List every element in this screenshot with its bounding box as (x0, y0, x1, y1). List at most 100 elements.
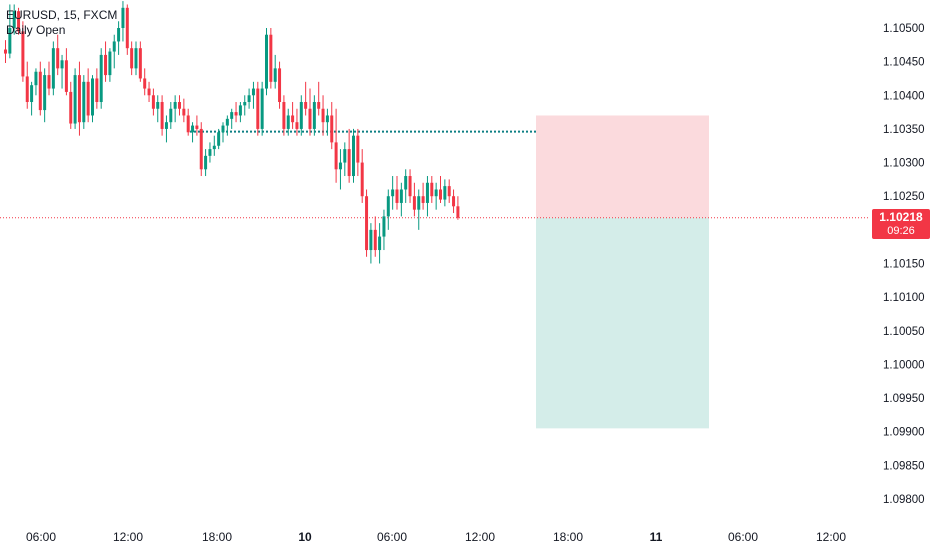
candle-body (278, 68, 282, 103)
symbol-title[interactable]: EURUSD, 15, FXCM (6, 8, 118, 22)
candle-body (251, 88, 255, 96)
candle-body (125, 7, 129, 49)
time-tick-label: 06:00 (377, 530, 407, 544)
candle-body (8, 28, 12, 54)
price-tick-label: 1.10250 (883, 191, 925, 203)
take-profit-zone[interactable] (536, 217, 709, 429)
candle-body (295, 122, 299, 129)
candle-body (373, 229, 377, 251)
candle-body (95, 78, 99, 103)
candle-body (265, 34, 268, 89)
candle-body (439, 189, 442, 200)
candle-body (73, 75, 77, 124)
candle-body (425, 182, 429, 203)
candle-body (43, 75, 47, 111)
candle-body (30, 85, 34, 103)
candle-body (238, 105, 242, 116)
price-tick-label: 1.09950 (883, 393, 925, 405)
candles-group (4, 1, 460, 264)
candle-body (178, 102, 181, 109)
candle-body (343, 149, 347, 163)
candle-body (299, 102, 303, 129)
candle-body (308, 108, 312, 129)
price-tick-label: 1.10000 (883, 359, 925, 371)
candle-body (269, 34, 273, 82)
candle-body (347, 149, 351, 177)
candle-body (147, 88, 151, 96)
candle-body (25, 76, 29, 103)
candle-body (217, 132, 221, 146)
time-tick-label: 12:00 (816, 530, 846, 544)
price-tick-label: 1.10300 (883, 158, 925, 170)
candle-body (117, 28, 121, 42)
price-tick-label: 1.10100 (883, 292, 925, 304)
candle-body (12, 11, 16, 28)
candle-body (4, 49, 7, 54)
candle-body (51, 48, 55, 89)
candle-body (417, 196, 421, 210)
candle-body (64, 60, 68, 92)
candle-body (260, 88, 264, 129)
candle-body (21, 31, 25, 77)
candle-body (421, 196, 425, 203)
candle-body (443, 186, 447, 200)
candle-body (130, 48, 134, 69)
candle-body (360, 162, 364, 197)
candle-body (291, 115, 295, 123)
candle-body (369, 229, 373, 251)
chart-legend: EURUSD, 15, FXCM Daily Open (6, 8, 117, 38)
candle-body (434, 189, 438, 197)
candle-body (378, 236, 382, 251)
candle-body (82, 81, 86, 123)
stop-loss-zone[interactable] (536, 115, 709, 218)
indicator-label[interactable]: Daily Open (6, 23, 66, 37)
candle-body (391, 189, 395, 197)
candle-body (17, 11, 21, 32)
candle-body (456, 206, 460, 218)
candle-body (38, 71, 42, 111)
candle-body (169, 108, 173, 123)
time-axis[interactable]: 06:00 12:00 18:00 10 06:00 12:00 18:00 11 06:00 1… (26, 530, 846, 544)
candle-body (234, 112, 238, 116)
price-tick-label: 1.10400 (883, 90, 925, 102)
price-tick-label: 1.10050 (883, 326, 925, 338)
candle-body (256, 88, 260, 129)
candle-body (304, 102, 308, 109)
candle-body (225, 118, 229, 126)
candle-body (412, 196, 416, 210)
candle-body (212, 145, 216, 150)
candle-body (325, 115, 329, 123)
candle-body (34, 71, 38, 86)
price-tick-label: 1.09850 (883, 460, 925, 472)
candle-body (221, 125, 225, 133)
candle-body (404, 176, 408, 190)
last-price-value: 1.10218 (879, 210, 923, 224)
time-tick-label: 10 (298, 530, 312, 544)
time-tick-label: 12:00 (113, 530, 143, 544)
candle-body (356, 135, 360, 163)
candle-body (399, 189, 403, 203)
price-axis[interactable]: 1.10500 1.10450 1.10400 1.10350 1.10300 1.102… (883, 23, 925, 506)
candle-body (156, 102, 160, 109)
time-tick-label: 06:00 (728, 530, 758, 544)
time-tick-label: 11 (650, 530, 663, 544)
candle-body (108, 51, 112, 76)
candle-body (317, 102, 321, 109)
candle-body (334, 142, 338, 170)
candle-body (69, 91, 73, 124)
candle-body (352, 135, 355, 177)
candle-body (208, 149, 212, 156)
candle-body (195, 125, 199, 129)
candle-body (47, 75, 51, 89)
candle-body (386, 196, 390, 217)
candle-body (182, 108, 186, 116)
price-tick-label: 1.10450 (883, 57, 925, 69)
candle-body (134, 48, 138, 69)
candle-body (138, 48, 142, 79)
candle-body (112, 41, 116, 52)
candle-body (204, 155, 208, 170)
candle-body (160, 102, 164, 129)
candle-body (382, 216, 386, 237)
